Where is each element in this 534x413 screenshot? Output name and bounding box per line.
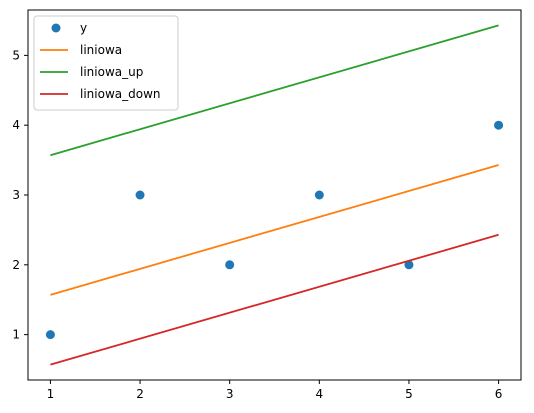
data-point [404,260,414,270]
legend-entry: liniowa_down [40,87,161,101]
x-tick-label: 1 [47,387,55,401]
legend-label: y [80,21,87,35]
series-layer [45,24,504,366]
legend: y liniowa liniowa_up liniowa_down [33,15,179,111]
data-point [494,120,504,130]
data-point [314,190,324,200]
series-line-liniowa_down [50,233,499,366]
x-tick-label: 3 [226,387,234,401]
x-axis: 1 2 3 4 5 6 [47,380,503,401]
legend-label: liniowa_down [80,87,161,101]
y-tick-label: 2 [12,258,20,272]
legend-label: liniowa [80,43,122,57]
series-y-points [45,120,504,340]
data-point [135,190,145,200]
legend-entry: y [51,21,87,35]
data-point [225,260,235,270]
y-tick-label: 5 [12,48,20,62]
legend-box [33,15,179,111]
data-point [45,330,55,340]
x-tick-label: 6 [495,387,503,401]
x-tick-label: 5 [405,387,413,401]
legend-entry: liniowa_up [40,65,143,79]
series-line-liniowa_up [50,24,499,157]
y-tick-label: 3 [12,188,20,202]
y-axis: 1 2 3 4 5 [12,48,28,342]
legend-marker [51,23,61,33]
legend-label: liniowa_up [80,65,143,79]
legend-entry: liniowa [40,43,122,57]
y-tick-label: 4 [12,118,20,132]
x-tick-label: 4 [315,387,323,401]
x-tick-label: 2 [136,387,144,401]
y-tick-label: 1 [12,328,20,342]
series-line-liniowa [50,164,499,296]
